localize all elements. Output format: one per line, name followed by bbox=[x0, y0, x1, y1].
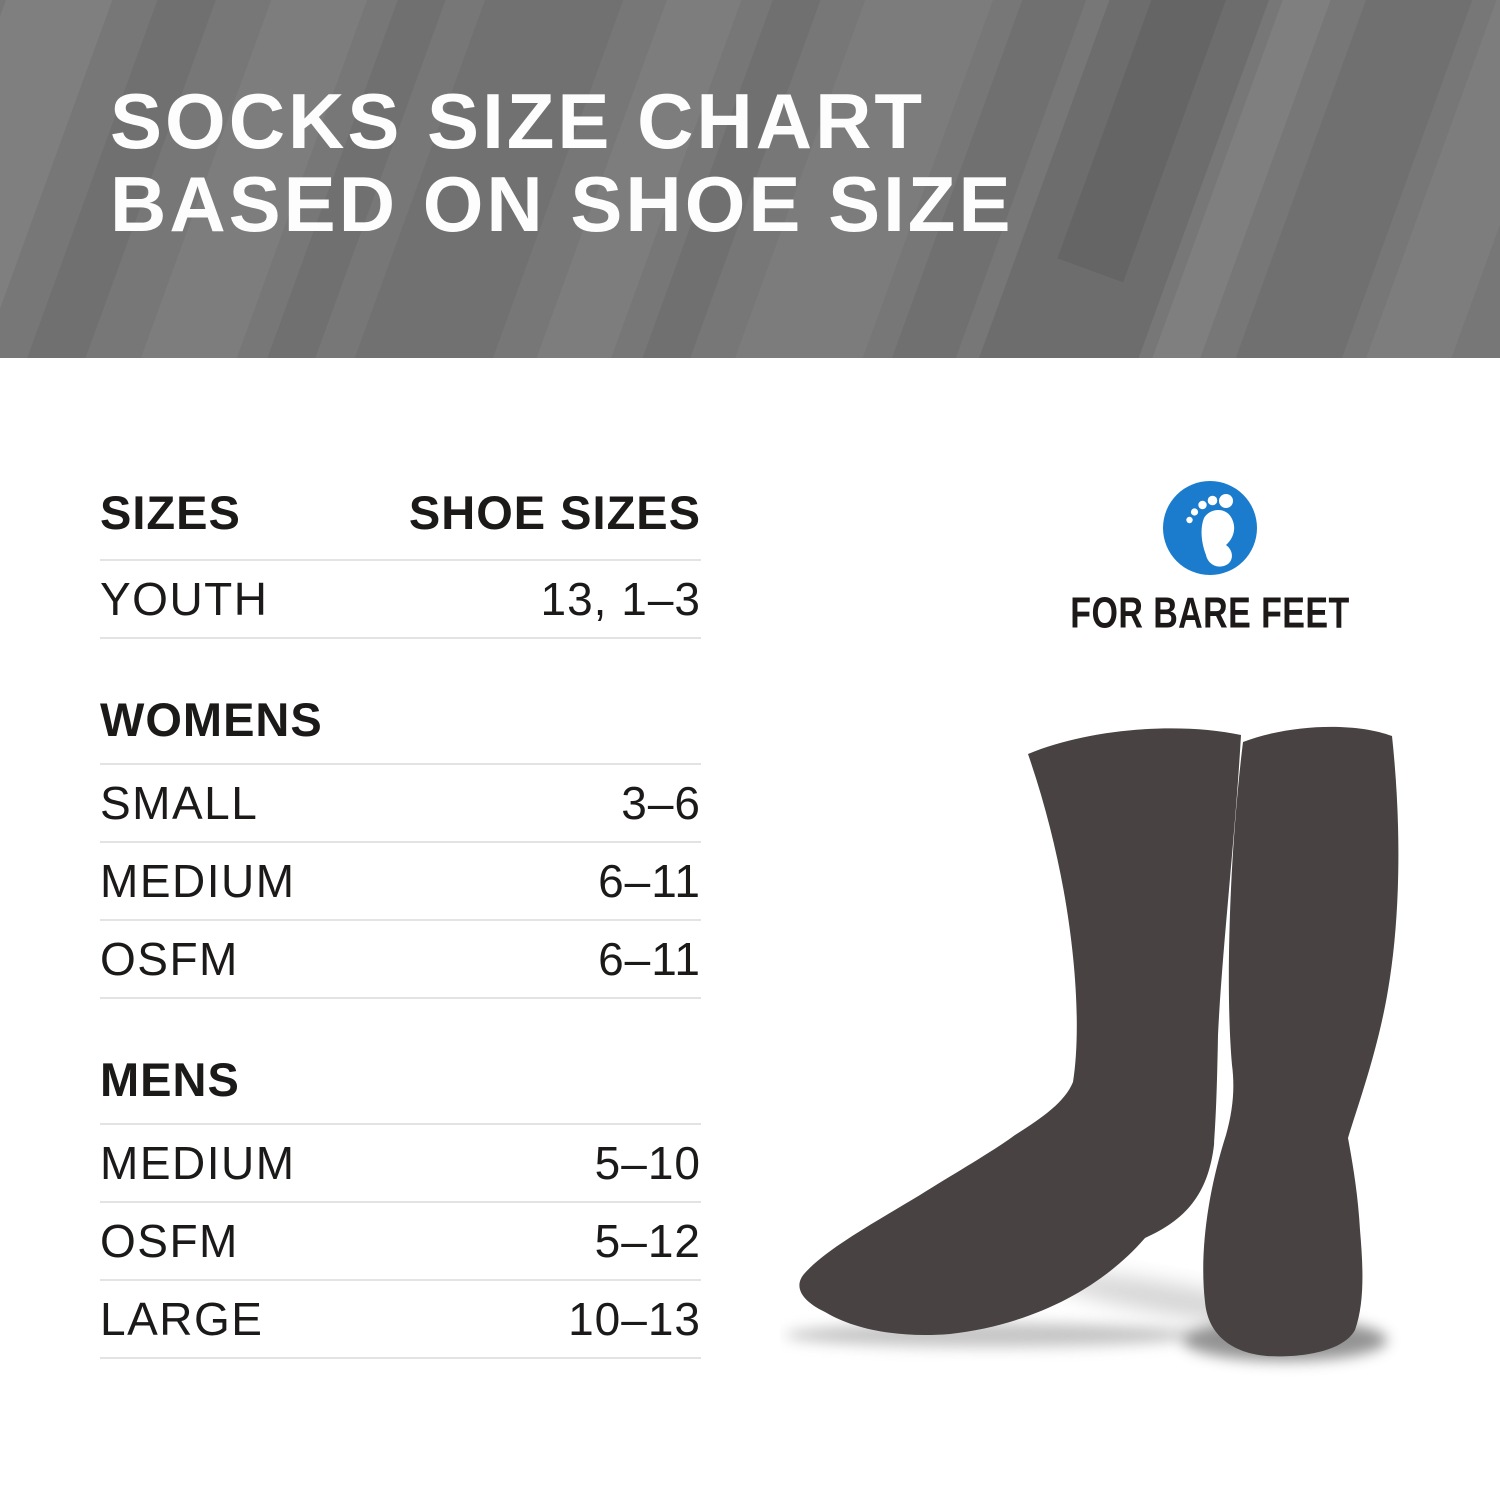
right-sock bbox=[1203, 726, 1399, 1357]
shoe-size-cell: 5–12 bbox=[594, 1215, 701, 1267]
header-banner: SOCKS SIZE CHART BASED ON SHOE SIZE bbox=[0, 0, 1500, 358]
table-row-mens-large: LARGE 10–13 bbox=[100, 1281, 701, 1359]
size-cell: MEDIUM bbox=[100, 1137, 296, 1189]
page-title-line1: SOCKS SIZE CHART bbox=[110, 77, 926, 165]
footprint-icon bbox=[1160, 478, 1260, 583]
table-row-mens-osfm: OSFM 5–12 bbox=[100, 1203, 701, 1281]
shoe-size-cell: 13, 1–3 bbox=[540, 573, 701, 625]
shoe-size-cell: 6–11 bbox=[598, 933, 701, 985]
column-header-shoe-sizes: SHOE SIZES bbox=[408, 486, 701, 539]
size-cell: SMALL bbox=[100, 777, 259, 829]
table-header-row: SIZES SHOE SIZES bbox=[100, 489, 701, 561]
size-cell: OSFM bbox=[100, 1215, 239, 1267]
shoe-size-cell: 5–10 bbox=[594, 1137, 701, 1189]
shoe-size-cell: 10–13 bbox=[568, 1293, 701, 1345]
table-row-womens-small: SMALL 3–6 bbox=[100, 765, 701, 843]
table-row-mens-medium: MEDIUM 5–10 bbox=[100, 1125, 701, 1203]
shoe-size-cell: 3–6 bbox=[621, 777, 701, 829]
left-sock bbox=[799, 728, 1241, 1336]
page-title: SOCKS SIZE CHART BASED ON SHOE SIZE bbox=[110, 77, 1014, 249]
size-cell: OSFM bbox=[100, 933, 239, 985]
column-header-sizes: SIZES bbox=[100, 486, 241, 539]
shoe-size-cell: 6–11 bbox=[598, 855, 701, 907]
brand-logo: FOR BARE FEET bbox=[1020, 478, 1400, 635]
section-header-mens: MENS bbox=[100, 999, 701, 1125]
size-cell: MEDIUM bbox=[100, 855, 296, 907]
section-header-womens: WOMENS bbox=[100, 639, 701, 765]
table-row-youth: YOUTH 13, 1–3 bbox=[100, 561, 701, 639]
size-chart-table: SIZES SHOE SIZES YOUTH 13, 1–3 WOMENS SM… bbox=[100, 489, 701, 1359]
table-row-womens-medium: MEDIUM 6–11 bbox=[100, 843, 701, 921]
page-title-line2: BASED ON SHOE SIZE bbox=[110, 160, 1014, 249]
brand-name: FOR BARE FEET bbox=[1070, 588, 1350, 638]
socks-illustration bbox=[780, 690, 1480, 1390]
size-cell: YOUTH bbox=[100, 573, 269, 625]
table-row-womens-osfm: OSFM 6–11 bbox=[100, 921, 701, 999]
size-cell: LARGE bbox=[100, 1293, 264, 1345]
